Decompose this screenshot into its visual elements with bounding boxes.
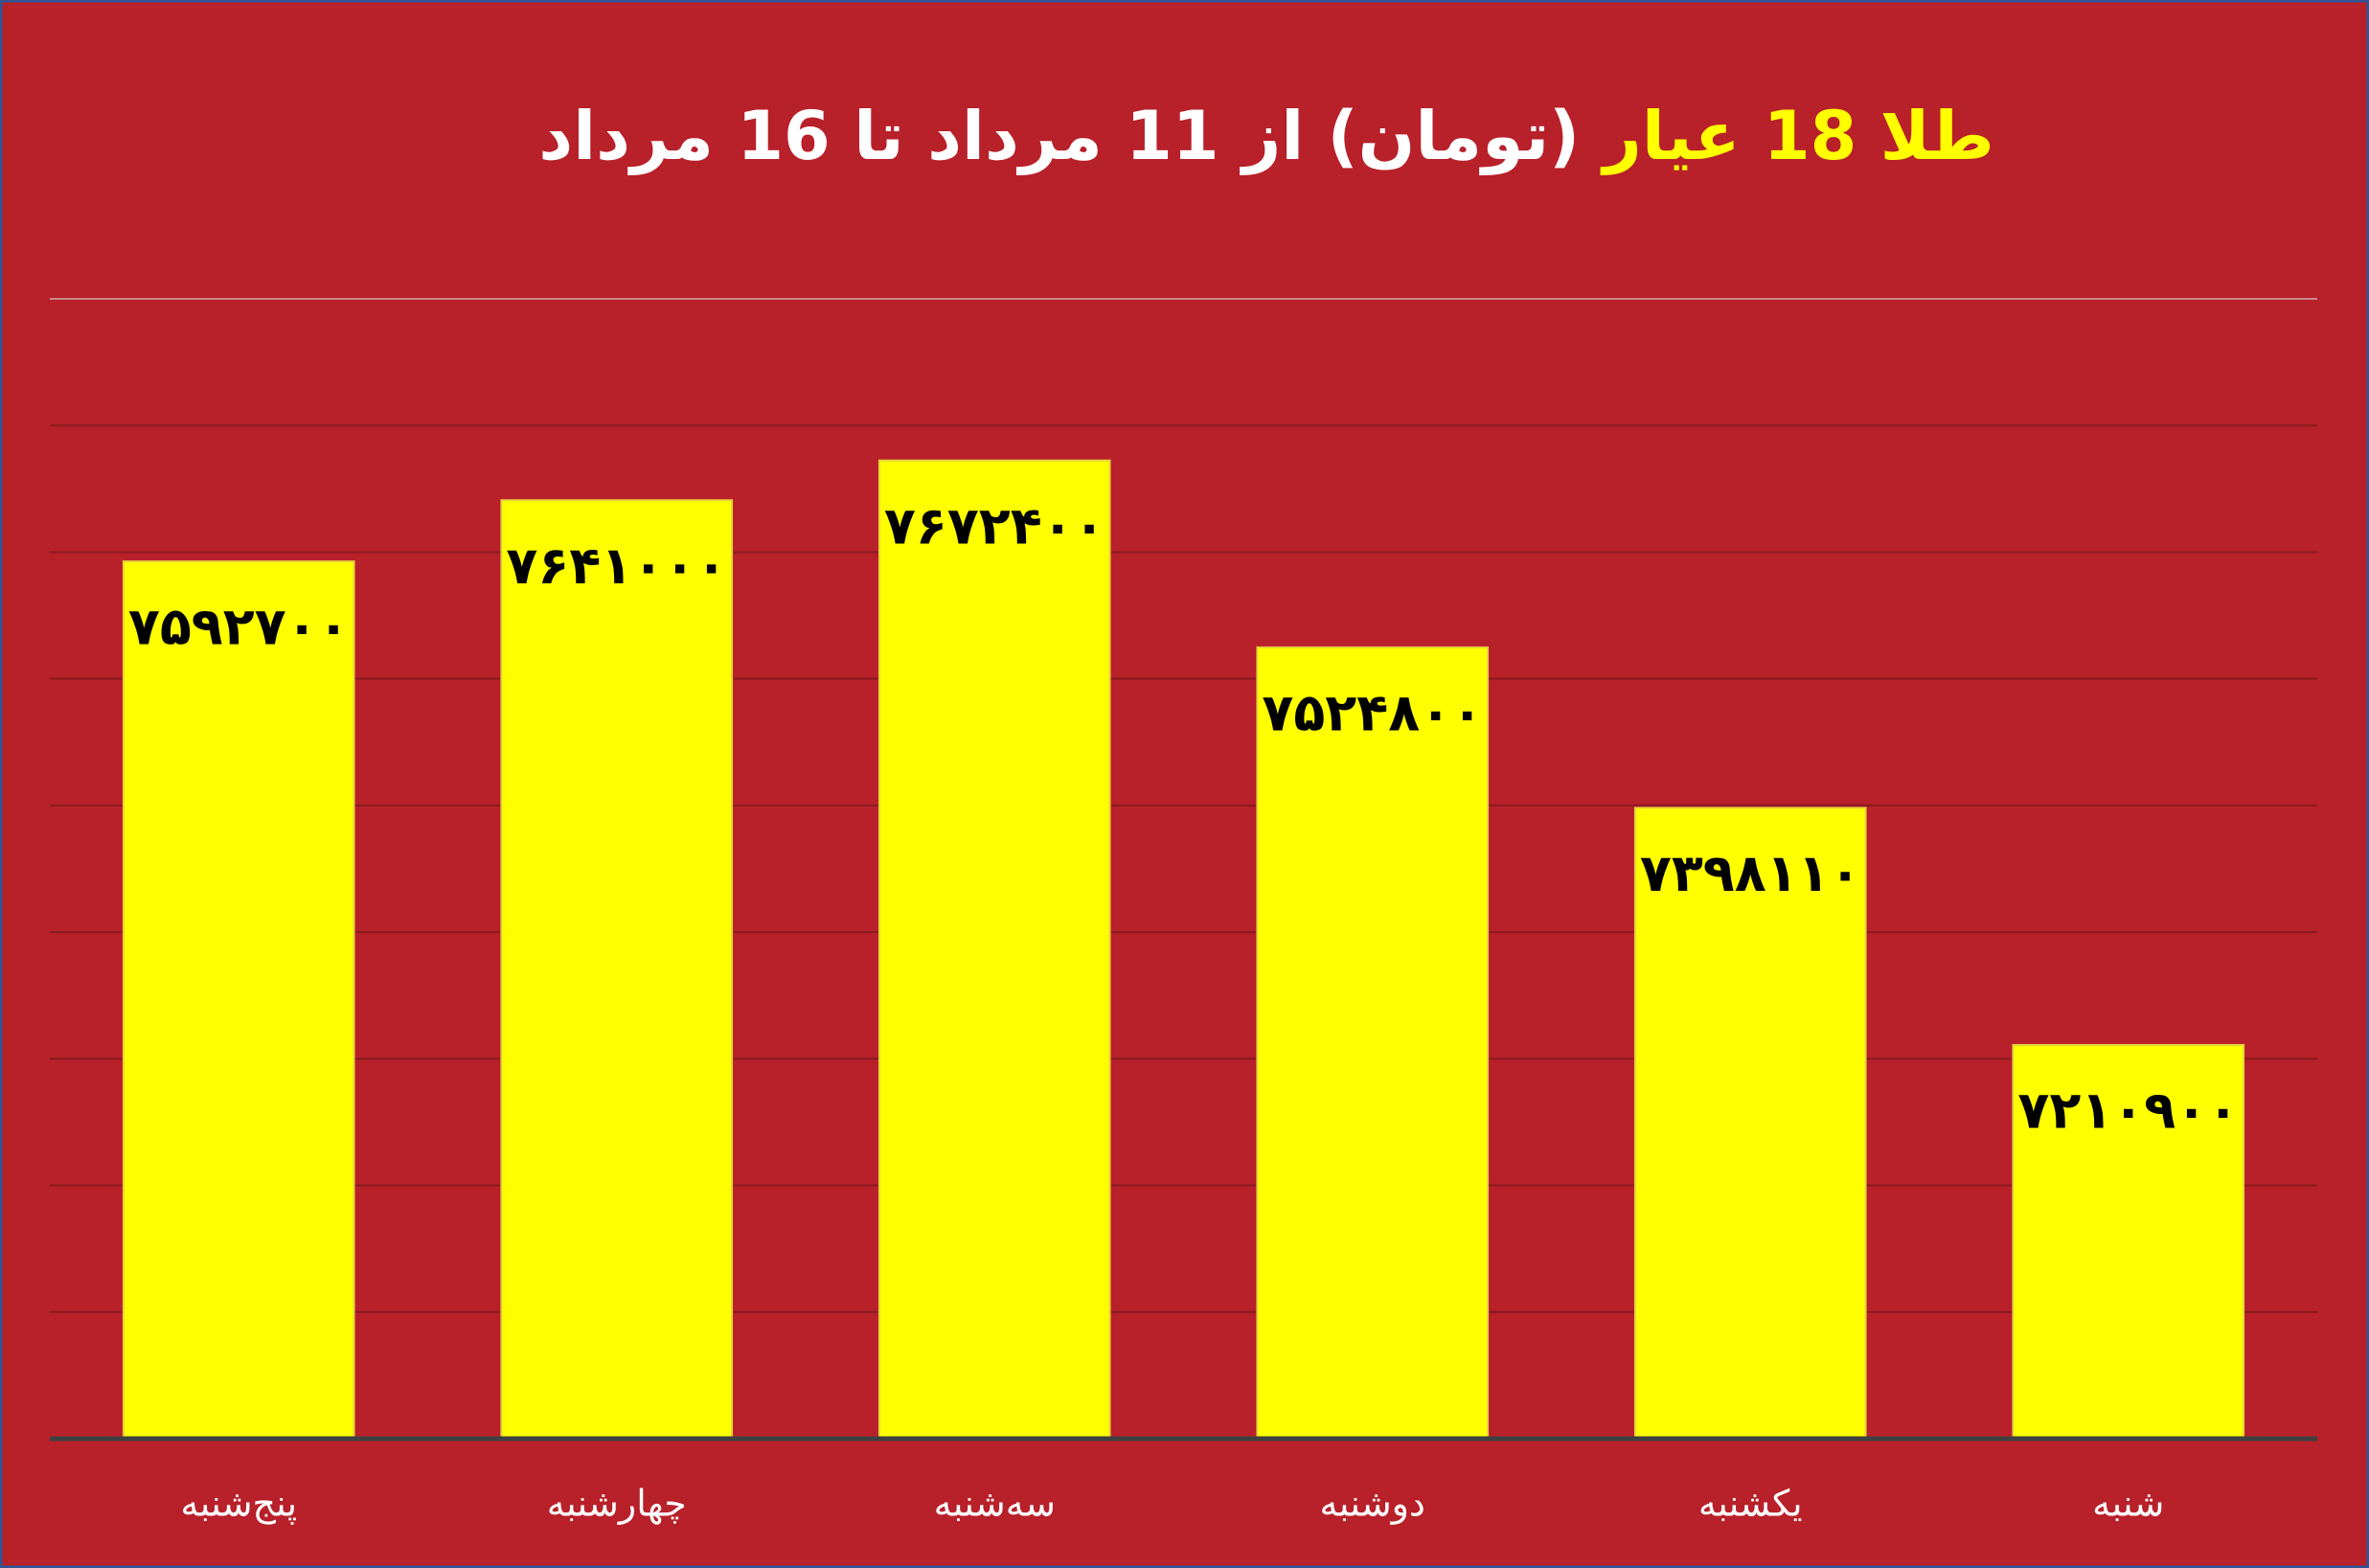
bar: [877, 459, 1111, 1440]
x-tick-label: پنج‌شنبه: [180, 1483, 297, 1526]
bar: [122, 560, 355, 1440]
x-tick-label: دوشنبه: [1320, 1483, 1425, 1526]
title-part: (تومان) از 11 مرداد تا 16 مرداد: [538, 97, 1580, 175]
bar: [500, 499, 734, 1440]
bar: [1256, 646, 1490, 1440]
x-tick-label: یکشنبه: [1698, 1483, 1803, 1525]
x-tick-label: شنبه: [2092, 1483, 2164, 1525]
bar: [1633, 807, 1867, 1440]
title-part: طلا 18 عیار: [1601, 97, 1994, 175]
value-label: ۷۳۹۸۱۱۰: [1640, 843, 1861, 903]
x-tick-label: سه‌شنبه: [934, 1483, 1056, 1525]
value-label: ۷۵۲۴۸۰۰: [1262, 683, 1483, 743]
value-label: ۷۶۴۱۰۰۰: [506, 535, 727, 596]
value-label: ۷۵۹۲۷۰۰: [128, 597, 350, 657]
x-tick-label: چهارشنبه: [547, 1483, 687, 1526]
value-label: ۷۲۱۰۹۰۰: [2017, 1080, 2239, 1141]
value-label: ۷۶۷۲۴۰۰: [884, 495, 1105, 556]
chart-title: طلا 18 عیار (تومان) از 11 مرداد تا 16 مر…: [538, 97, 1994, 175]
